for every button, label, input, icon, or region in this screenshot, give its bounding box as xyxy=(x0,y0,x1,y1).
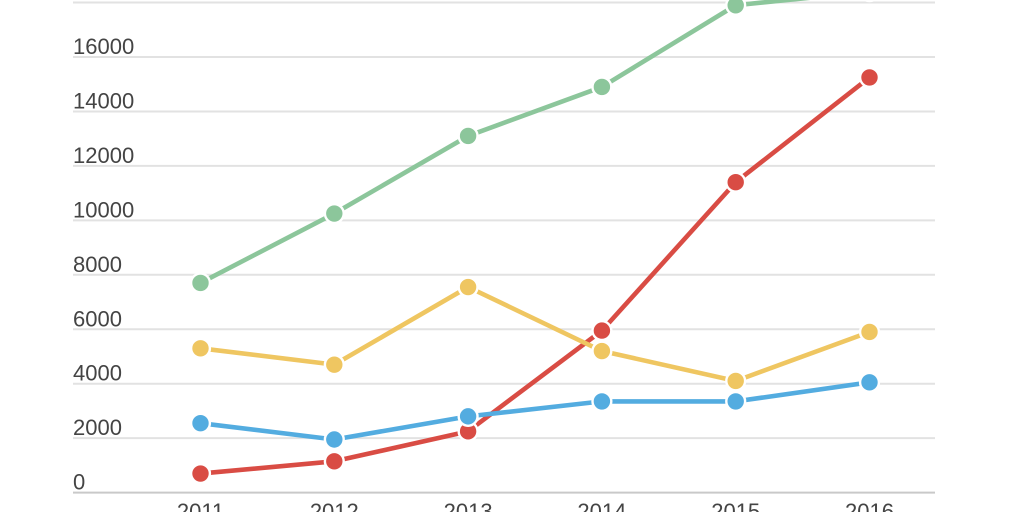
y-tick-label-8000: 8000 xyxy=(73,252,122,277)
y-tick-label-4000: 4000 xyxy=(73,361,122,386)
data-point-green-2011[interactable] xyxy=(189,272,212,294)
data-point-red-2014[interactable] xyxy=(591,320,613,342)
x-tick-label-2013: 2013 xyxy=(444,499,493,512)
data-point-yellow-2016[interactable] xyxy=(858,321,881,343)
data-point-green-2012[interactable] xyxy=(323,202,345,225)
data-point-blue-2015[interactable] xyxy=(725,390,747,412)
data-point-green-2015[interactable] xyxy=(725,0,747,16)
x-tick-label-2016: 2016 xyxy=(845,499,894,512)
data-point-yellow-2013[interactable] xyxy=(457,276,479,298)
y-tick-label-2000: 2000 xyxy=(73,415,122,440)
x-tick-label-2012: 2012 xyxy=(310,499,359,512)
data-point-red-2012[interactable] xyxy=(323,450,345,472)
data-point-blue-2012[interactable] xyxy=(323,428,345,451)
y-tick-label-10000: 10000 xyxy=(73,197,134,222)
series-line-blue xyxy=(198,380,872,442)
data-point-green-2013[interactable] xyxy=(457,125,479,147)
series-line-green xyxy=(198,0,811,286)
x-tick-label-2015: 2015 xyxy=(711,499,760,512)
y-tick-label-6000: 6000 xyxy=(73,306,122,331)
y-tick-label-0: 0 xyxy=(73,470,85,495)
data-point-blue-2016[interactable] xyxy=(858,371,881,393)
data-point-red-2011[interactable] xyxy=(189,462,212,485)
data-point-red-2016[interactable] xyxy=(858,66,881,89)
data-point-blue-2013[interactable] xyxy=(457,405,479,427)
data-point-yellow-2011[interactable] xyxy=(189,337,212,359)
y-tick-label-14000: 14000 xyxy=(73,88,134,113)
x-tick-label-2011: 2011 xyxy=(177,499,224,512)
y-tick-label-12000: 12000 xyxy=(73,143,134,168)
y-tick-label-16000: 16000 xyxy=(73,34,134,59)
data-point-red-2015[interactable] xyxy=(725,171,747,193)
data-point-yellow-2012[interactable] xyxy=(323,354,345,376)
series-line-yellow xyxy=(198,284,872,384)
data-point-green-2014[interactable] xyxy=(591,76,613,98)
series-line-red xyxy=(198,75,872,476)
data-point-blue-2014[interactable] xyxy=(591,390,613,412)
x-tick-label-2014: 2014 xyxy=(577,499,626,512)
data-point-yellow-2014[interactable] xyxy=(591,340,613,362)
data-point-yellow-2015[interactable] xyxy=(725,370,747,392)
data-point-green-2016[interactable] xyxy=(860,0,879,3)
data-point-blue-2011[interactable] xyxy=(189,412,212,434)
